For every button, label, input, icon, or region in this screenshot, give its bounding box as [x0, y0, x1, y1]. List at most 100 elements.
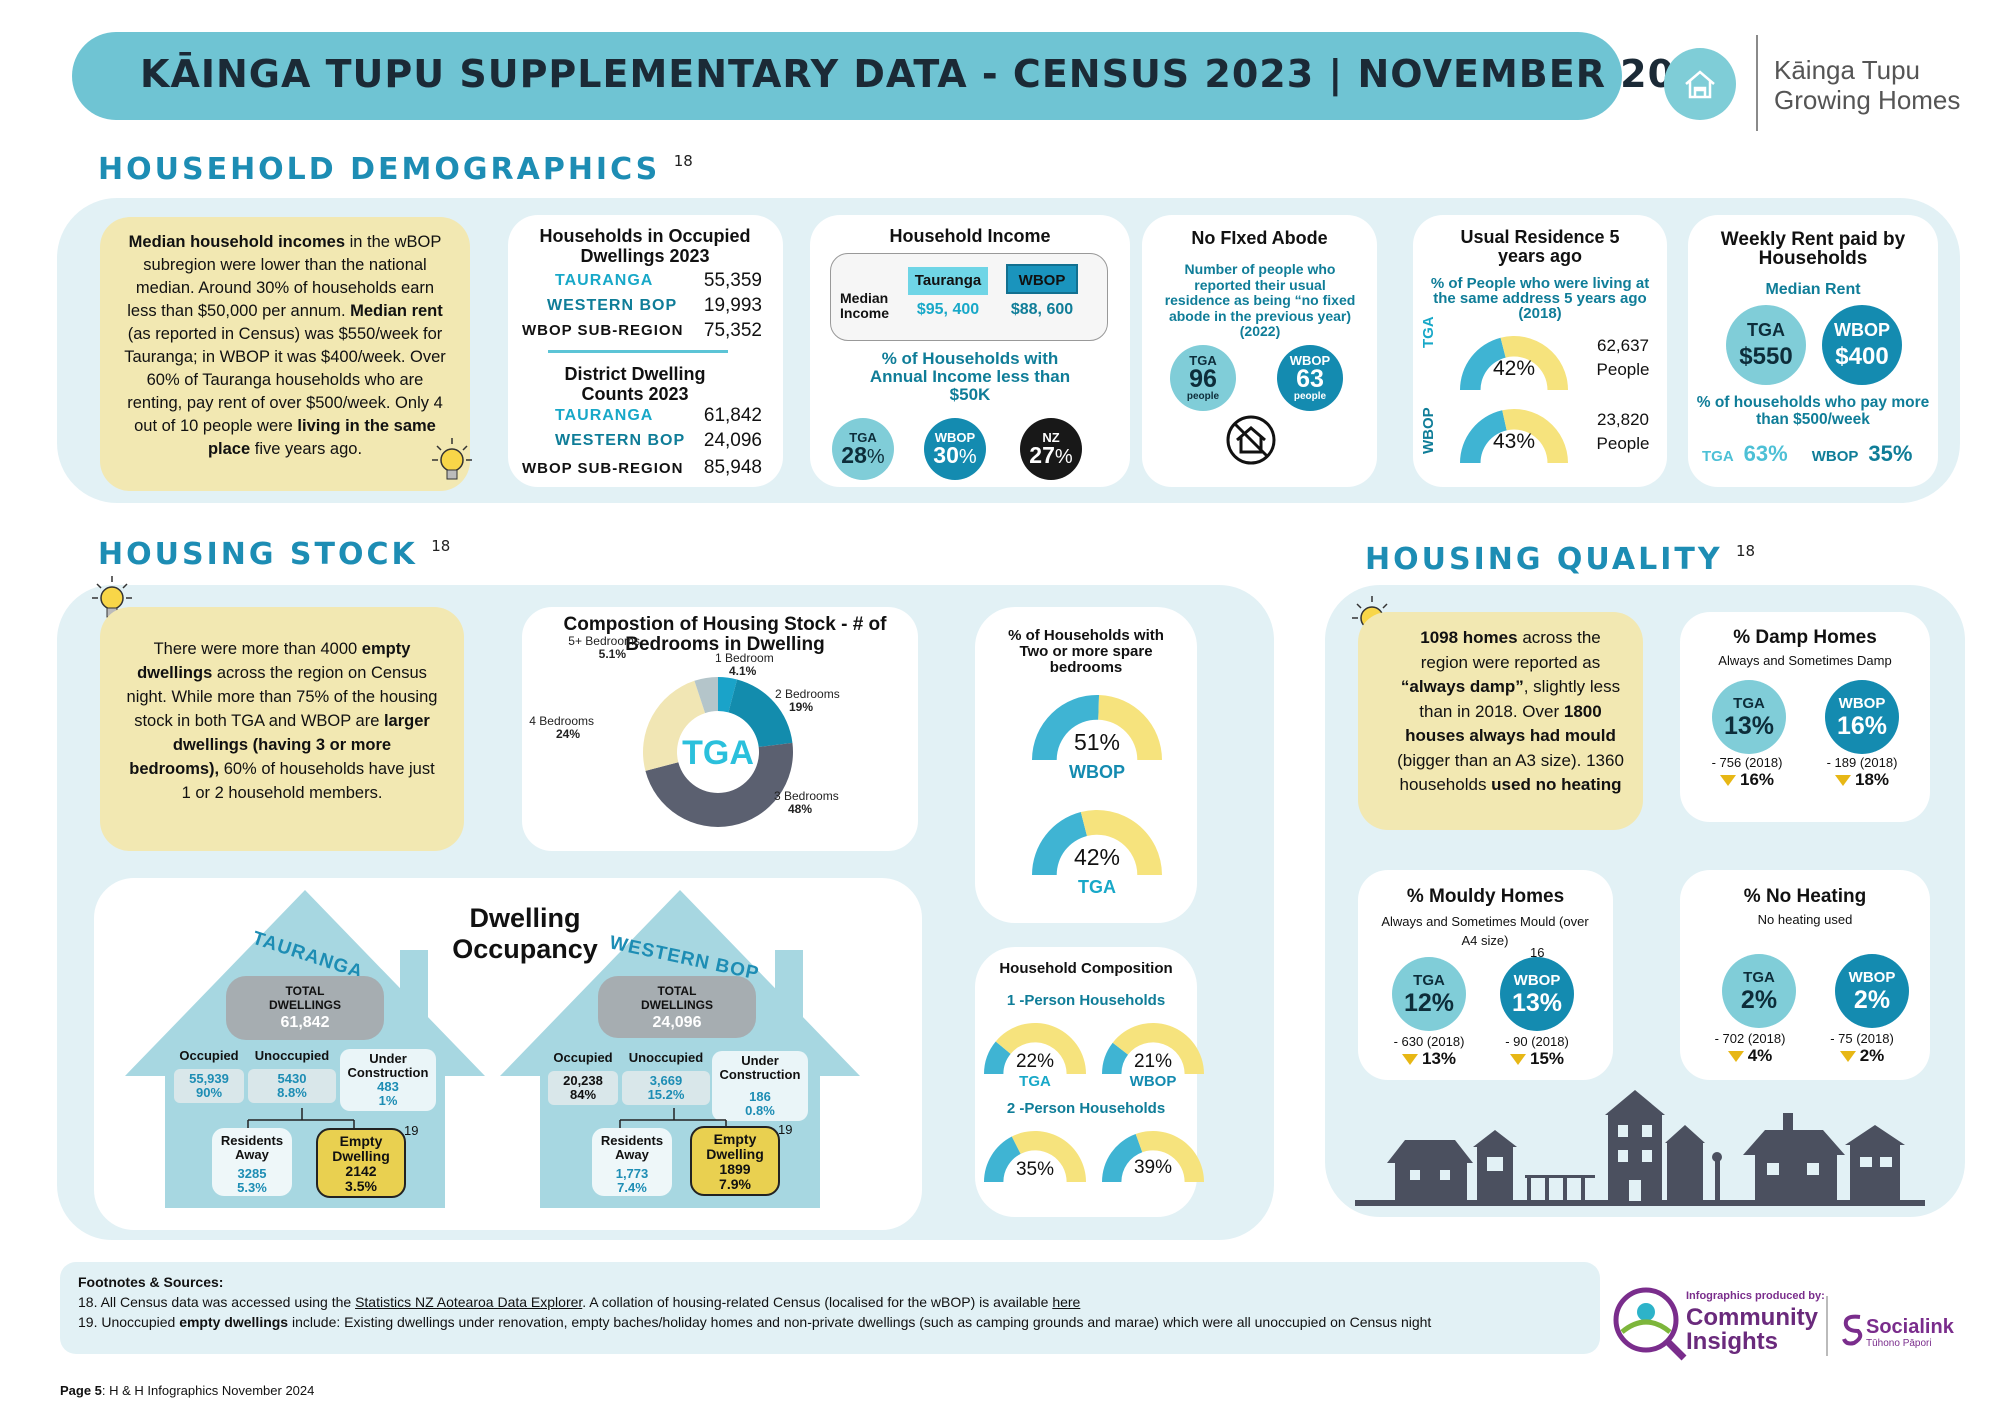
wbop-occupied: Occupied 20,238 84%: [548, 1051, 618, 1105]
row-label: WBOP SUB-REGION: [522, 459, 684, 477]
mould-wbop-prev: - 90 (2018) 15%: [1505, 1034, 1569, 1068]
tga-heat-circle: TGA 2%: [1722, 954, 1796, 1028]
tga-rent-circle: TGA $550: [1726, 305, 1806, 385]
one-person-wbop-gauge: [1102, 1023, 1204, 1074]
gauge-rest-arc: [1500, 336, 1568, 390]
down-arrow-icon: [1834, 775, 1851, 787]
gauge-value-arc: [1102, 1134, 1143, 1182]
gauge-rest-arc: [1502, 409, 1568, 463]
median-income-label: Median Income: [840, 290, 890, 321]
rent-sub: Median Rent: [1765, 281, 1861, 298]
tauranga-occupied: Occupied 55,939 90%: [174, 1049, 244, 1103]
one-tga-label: TGA: [1019, 1073, 1051, 1090]
one-wbop-label: WBOP: [1129, 1073, 1177, 1090]
row-value: 61,842: [703, 404, 762, 426]
two-tga-pct: 35%: [1015, 1159, 1055, 1180]
one-person-label: 1 -Person Households: [1006, 992, 1166, 1009]
row-label: WESTERN BOP: [555, 431, 686, 449]
mould-tga-prev: - 630 (2018) 13%: [1393, 1034, 1465, 1068]
heat-title: % No Heating: [1743, 886, 1867, 907]
wbop-empty-dwelling: Empty Dwelling 1899 7.9%: [690, 1126, 780, 1196]
house-logo-icon: [1664, 48, 1736, 120]
tauranga-connector: [247, 1108, 355, 1132]
wbop-connector: [619, 1108, 727, 1132]
demographics-intro: Median household incomes in the wBOP sub…: [100, 217, 470, 491]
row-value: 24,096: [703, 429, 762, 451]
row-label: WBOP SUB-REGION: [522, 322, 684, 339]
donut-category-label: 2 Bedrooms: [775, 687, 840, 701]
socialink-subname: Tūhono Pāpori: [1866, 1338, 1932, 1349]
residence-desc: % of People who were living at the same …: [1430, 275, 1650, 322]
section-title-demographics: HOUSEHOLD DEMOGRAPHICS 18: [98, 152, 693, 187]
district-table: TAURANGA 61,842 WESTERN BOP 24,096 WBOP SU…: [522, 403, 762, 483]
income-title: Household Income: [889, 226, 1051, 246]
wbop-damp-circle: WBOP 16%: [1825, 680, 1899, 754]
heat-sub: No heating used: [1757, 912, 1853, 927]
logo-divider: [1756, 35, 1758, 131]
socialink-logo-icon: [1840, 1313, 1866, 1352]
low-income-desc: % of Households with Annual Income less …: [869, 349, 1071, 404]
residence-tga-pct: 42%: [1492, 357, 1536, 380]
donut-category-label: 1 Bedroom: [715, 651, 774, 665]
abode-desc: Number of people who reported their usua…: [1164, 261, 1356, 339]
wbop-unoccupied: Unoccupied 3,669 15.2%: [622, 1051, 710, 1105]
two-person-label: 2 -Person Households: [1006, 1100, 1166, 1117]
residence-tga-gauge: [1460, 336, 1568, 390]
tga-income-circle: TGA 28%: [832, 418, 894, 480]
down-arrow-icon: [1727, 1051, 1744, 1063]
donut-slice-5: [694, 677, 718, 714]
mould-sub: Always and Sometimes Mould (over A4 size…: [1381, 914, 1589, 948]
two-person-wbop-gauge: [1102, 1131, 1204, 1182]
donut-center-label: TGA: [682, 734, 754, 772]
card-divider: [548, 350, 728, 353]
one-tga-pct: 22%: [1015, 1051, 1055, 1072]
heat-wbop-prev: - 75 (2018) 2%: [1830, 1031, 1894, 1065]
spare-wbop-gauge: [1032, 695, 1162, 760]
tauranga-under-construction: Under Construction 483 1%: [340, 1049, 436, 1111]
wbop-income-value: $88, 600: [1010, 301, 1074, 318]
two-person-tga-gauge: [984, 1131, 1086, 1182]
logo-text: Kāinga Tupu Growing Homes: [1774, 55, 1961, 115]
produced-by: Infographics produced by:: [1686, 1290, 1825, 1302]
donut-slice-3: [645, 742, 793, 827]
tauranga-footnote: 19: [404, 1123, 419, 1138]
down-arrow-icon: [1509, 1054, 1526, 1066]
wbop-residents-away: Residents Away 1,773 7.4%: [592, 1128, 672, 1196]
two-wbop-pct: 39%: [1133, 1157, 1173, 1178]
data-explorer-link[interactable]: Statistics NZ Aotearoa Data Explorer: [355, 1294, 583, 1310]
residence-tga-label: TGA: [1420, 316, 1437, 348]
spare-wbop-label: WBOP: [1069, 762, 1125, 782]
mould-footnote: 16: [1530, 945, 1545, 960]
occupied-title: Households in Occupied Dwellings 2023: [539, 226, 751, 266]
donut-value-label: 5.1%: [599, 647, 627, 661]
here-link[interactable]: here: [1052, 1294, 1081, 1310]
section-title-stock: HOUSING STOCK 18: [98, 537, 451, 572]
gauge-value-arc: [1032, 812, 1087, 875]
row-value: 75,352: [703, 319, 762, 341]
gauge-rest-arc: [1080, 810, 1162, 875]
gauge-rest-arc: [1098, 695, 1162, 760]
stock-intro: There were more than 4000 empty dwelling…: [100, 607, 464, 851]
row-label: WESTERN BOP: [547, 296, 678, 314]
spare-wbop-pct: 51%: [1073, 729, 1121, 755]
tauranga-empty-dwelling: Empty Dwelling 2142 3.5%: [316, 1128, 406, 1198]
page-title: KĀINGA TUPU SUPPLEMENTARY DATA - CENSUS …: [140, 52, 1730, 96]
wbop-income-header: WBOP: [1006, 264, 1078, 294]
page-footer: Page 5: H & H Infographics November 2024: [60, 1383, 315, 1398]
wbop-mould-circle: WBOP 13%: [1500, 957, 1574, 1031]
quality-intro: 1098 homes across the region were report…: [1358, 612, 1643, 830]
wbop-heat-circle: WBOP 2%: [1835, 954, 1909, 1028]
tga-damp-circle: TGA 13%: [1712, 680, 1786, 754]
tga-abode-circle: TGA 96 people: [1170, 345, 1236, 411]
gauge-rest-arc: [1135, 1131, 1204, 1182]
damp-wbop-prev: - 189 (2018) 18%: [1826, 755, 1898, 789]
wbop-under-construction: Under Construction 186 0.8%: [712, 1051, 808, 1121]
residence-wbop-people: 23,820 People: [1596, 410, 1650, 453]
no-home-icon: [1225, 414, 1277, 471]
row-label: TAURANGA: [555, 271, 654, 289]
donut-category-label: 5+ Bedrooms: [568, 634, 640, 648]
tauranga-unoccupied: Unoccupied 5430 8.8%: [248, 1049, 336, 1103]
gauge-value-arc: [1460, 337, 1506, 390]
residence-wbop-pct: 43%: [1492, 430, 1536, 453]
